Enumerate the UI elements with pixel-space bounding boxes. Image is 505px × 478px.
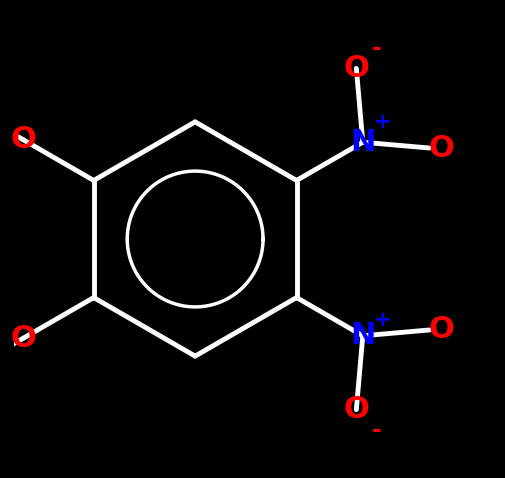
Text: N: N: [350, 321, 376, 350]
Text: +: +: [374, 112, 392, 132]
Text: O: O: [11, 125, 36, 154]
Text: O: O: [428, 133, 455, 163]
Text: O: O: [343, 54, 369, 83]
Text: -: -: [372, 36, 381, 60]
Text: +: +: [374, 311, 392, 330]
Text: O: O: [428, 315, 455, 345]
Text: O: O: [343, 395, 369, 424]
Text: N: N: [350, 128, 376, 157]
Text: O: O: [11, 324, 36, 353]
Text: -: -: [372, 418, 381, 442]
